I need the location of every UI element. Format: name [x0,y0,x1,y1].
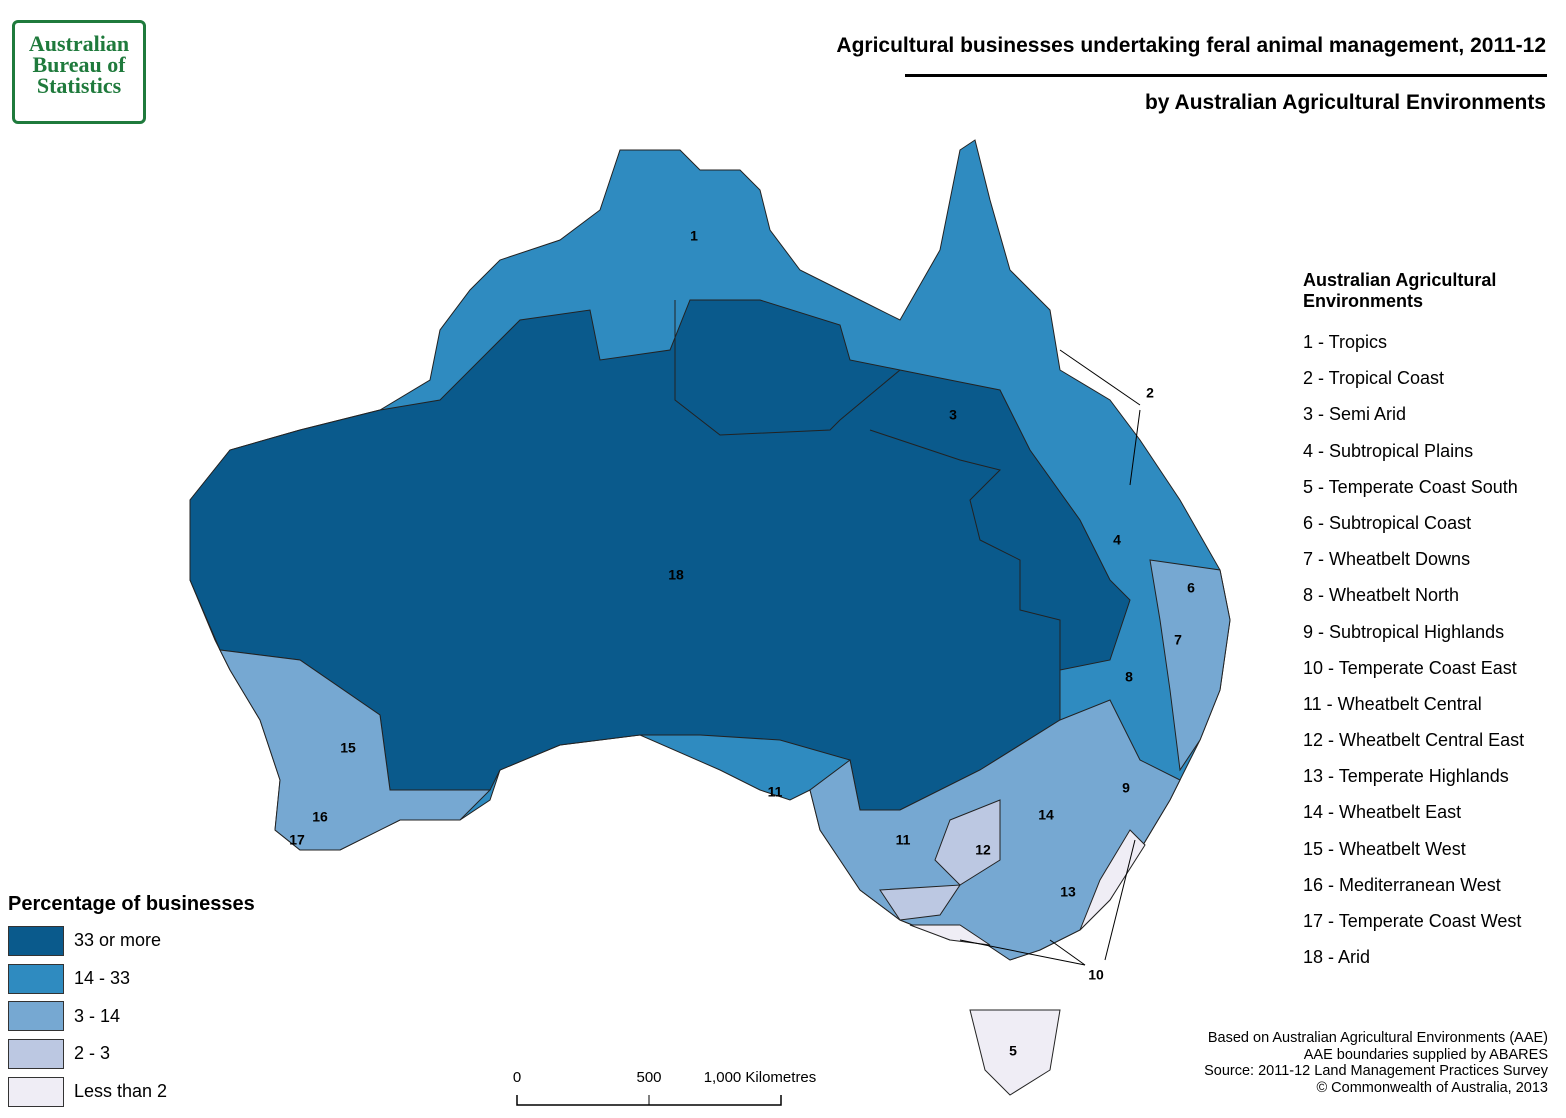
scale-label: 0 [513,1069,521,1086]
leader-line [1049,939,1086,966]
region-label: 10 [1088,967,1104,983]
leader-line [1104,839,1136,961]
leader-line [1059,349,1141,406]
subtitle: by Australian Agricultural Environments [1144,91,1546,114]
note-line: AAE boundaries supplied by ABARES [1303,1046,1548,1063]
region-label: 6 [1187,580,1195,596]
environment-item: 18 - Arid [1303,947,1371,968]
legend-label: 14 - 33 [74,968,131,989]
legend-swatch [8,1038,64,1069]
legend-label: 3 - 14 [74,1005,121,1026]
note-line: Source: 2011-12 Land Management Practice… [1204,1063,1548,1079]
scale-label: 500 [636,1069,661,1086]
region-label: 3 [949,407,957,423]
legend-swatch [8,963,64,994]
region-label: 17 [289,832,305,848]
environment-item: 10 - Temperate Coast East [1303,657,1517,678]
region-label: 15 [340,740,356,756]
logo-line: Australian [28,31,130,56]
region-label: 2 [1146,385,1154,401]
legend-swatch [8,1001,64,1032]
environment-item: 17 - Temperate Coast West [1303,911,1522,931]
leader-line [959,939,1086,966]
region-tasmania [969,1009,1061,1096]
region-label: 11 [768,784,783,800]
region-label: 4 [1113,532,1121,548]
environment-item: 5 - Temperate Coast South [1303,476,1518,497]
logo: Australian Bureau of Statistics [12,20,146,124]
legend-label: 2 - 3 [74,1043,111,1064]
environment-item: 6 - Subtropical Coast [1303,512,1472,533]
environment-item: 7 - Wheatbelt Downs [1303,549,1471,570]
region-label: 18 [668,567,684,583]
legend-swatch [8,925,64,956]
environment-item: 13 - Temperate Highlands [1303,766,1509,787]
region-label: 7 [1174,632,1182,648]
region-3-boundary [869,429,1061,670]
region-3-boundary [674,300,901,436]
region-label: 12 [975,842,991,858]
legend-row: 2 - 3 [8,1035,255,1073]
legend-row: 14 - 33 [8,960,255,998]
legend-swatch [8,1076,64,1107]
region-vic-west [879,884,961,921]
environment-item: 1 - Tropics [1303,332,1388,352]
environment-item: 4 - Subtropical Plains [1303,440,1474,461]
region-label: 16 [312,809,328,825]
title-rule [905,74,1547,77]
legend: Percentage of businesses 33 or more 14 - 3… [8,893,255,1110]
environment-item: 2 - Tropical Coast [1303,368,1445,389]
region-subtropical-coast [1149,559,1231,772]
environment-item: 9 - Subtropical Highlands [1303,621,1505,642]
region-label: 11 [896,832,911,848]
legend-label: 33 or more [74,930,162,951]
leader-line [1129,409,1141,486]
legend-label: Less than 2 [74,1081,168,1102]
notes: Based on Australian Agricultural Environ… [1204,1030,1548,1096]
region-label: 9 [1122,780,1130,796]
scale-label: 1,000 Kilometres [704,1069,817,1086]
environment-item: 3 - Semi Arid [1303,404,1407,425]
region-label: 8 [1125,669,1133,685]
logo-line: Statistics [36,73,122,98]
environment-item: 8 - Wheatbelt North [1303,585,1460,606]
environment-item: 12 - Wheatbelt Central East [1303,730,1525,751]
legend-row: 33 or more [8,922,255,960]
environment-item: 15 - Wheatbelt West [1303,838,1466,859]
note-line: © Commonwealth of Australia, 2013 [1316,1079,1548,1096]
region-label: 14 [1038,807,1054,823]
region-label: 5 [1009,1043,1017,1059]
environment-list: Australian Agricultural Environments 1 - … [1303,270,1553,983]
region-arid [189,299,1131,811]
environment-item: 16 - Mediterranean West [1303,874,1501,895]
logo-line: Bureau of [32,52,126,77]
region-10-nsw [1079,829,1146,931]
region-southwest [219,649,492,851]
environment-list-title: Australian Agricultural Environments [1303,270,1497,311]
legend-row: 3 - 14 [8,997,255,1035]
title: Agricultural businesses undertaking fera… [836,34,1546,57]
note-line: Based on Australian Agricultural Environ… [1207,1030,1548,1046]
region-label: 1 [690,228,698,244]
environment-item: 14 - Wheatbelt East [1303,802,1462,823]
region-12 [934,799,1001,886]
region-label: 13 [1060,884,1076,900]
region-10-vic [909,924,991,946]
legend-title: Percentage of businesses [8,893,255,915]
legend-row: Less than 2 [8,1073,255,1111]
environment-item: 11 - Wheatbelt Central [1303,693,1482,714]
